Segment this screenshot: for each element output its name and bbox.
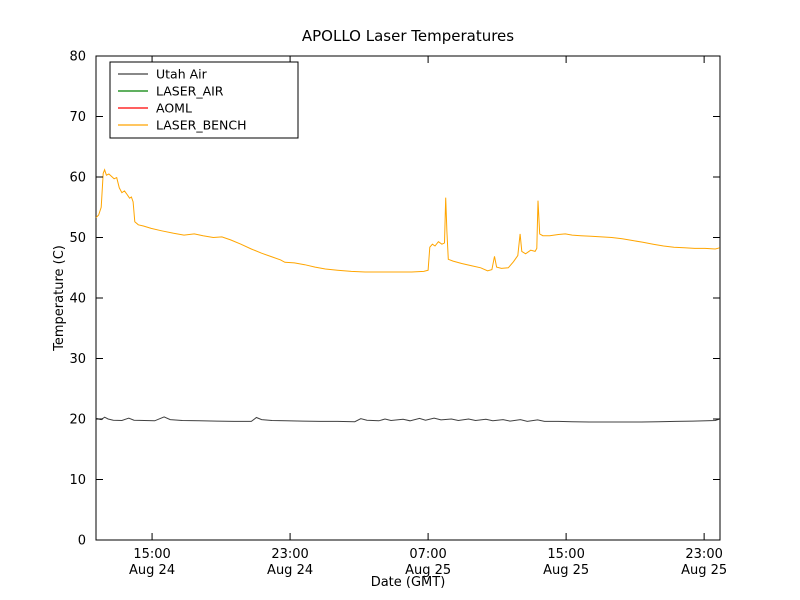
x-tick-label: 15:00 Aug 24	[129, 547, 175, 578]
y-tick-label: 20	[69, 413, 86, 428]
y-tick-label: 10	[69, 473, 86, 488]
legend-label-aoml: AOML	[156, 101, 192, 116]
y-tick-label: 60	[69, 171, 86, 186]
y-tick-label: 70	[69, 110, 86, 125]
series-line-utah-air	[95, 416, 719, 423]
y-tick-label: 50	[69, 231, 86, 246]
legend-label-laser-bench: LASER_BENCH	[156, 118, 247, 133]
legend-label-laser-air: LASER_AIR	[156, 84, 224, 99]
x-tick-label: 23:00 Aug 24	[267, 547, 313, 578]
y-tick-label: 80	[69, 50, 86, 65]
y-axis-label: Temperature (C)	[52, 245, 67, 352]
x-tick-label: 07:00 Aug 25	[405, 547, 451, 578]
y-tick-label: 0	[78, 534, 86, 549]
legend: Utah Air LASER_AIR AOML LASER_BENCH	[109, 61, 299, 139]
chart-title: APOLLO Laser Temperatures	[302, 27, 514, 45]
x-tick-label: 23:00 Aug 25	[681, 547, 727, 578]
x-axis-label: Date (GMT)	[371, 575, 446, 590]
y-tick-label: 40	[69, 292, 86, 307]
y-tick-label: 30	[69, 352, 86, 367]
axis-ticks: 0 10 20 30 40 50 60 70 80 15:00 Aug 24 23:00 Aug 24 0…	[69, 50, 727, 579]
series-lines	[95, 168, 720, 423]
series-line-laser-bench	[95, 168, 720, 273]
x-tick-label: 15:00 Aug 25	[543, 547, 589, 578]
legend-label-utah-air: Utah Air	[156, 67, 208, 82]
